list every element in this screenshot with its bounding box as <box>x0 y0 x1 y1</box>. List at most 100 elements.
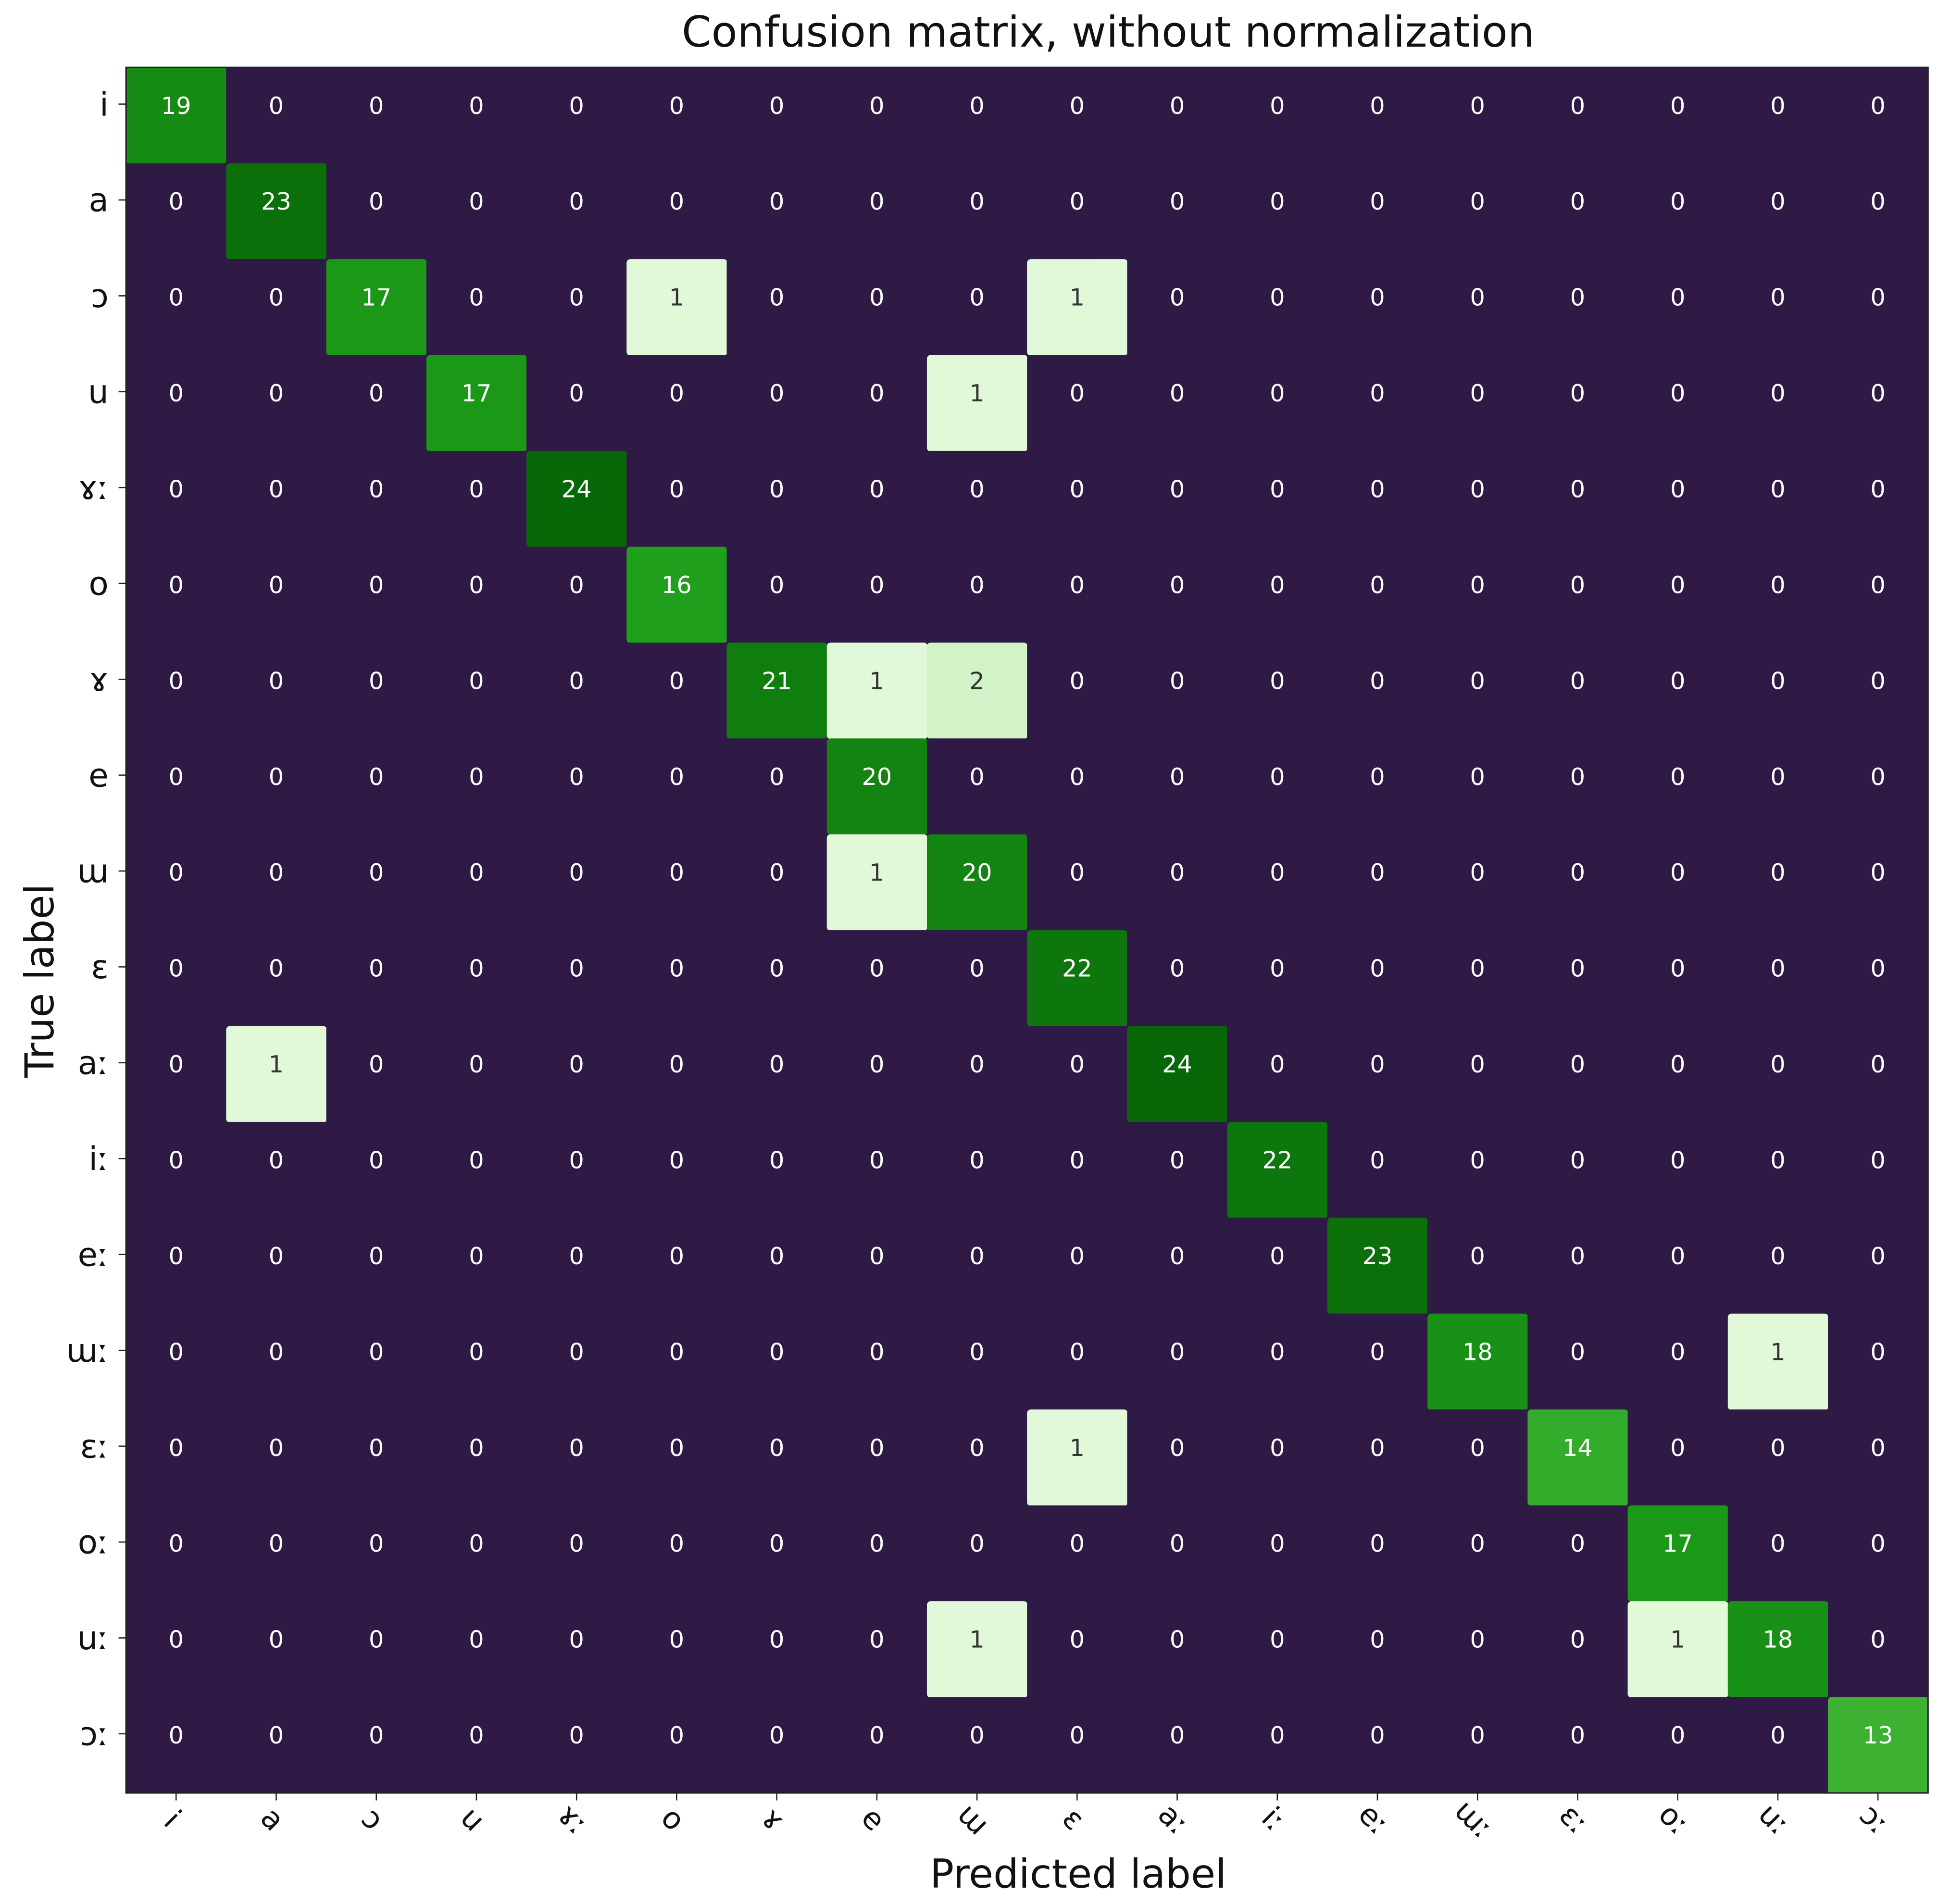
cell-label: 0 <box>1070 92 1085 120</box>
cell-label: 0 <box>1270 571 1285 599</box>
cell-label: 0 <box>1870 667 1885 695</box>
heatmap-cell <box>426 259 527 356</box>
cell-label: 0 <box>1870 859 1885 886</box>
cell-label: 0 <box>1770 187 1785 215</box>
cell-label: 0 <box>169 1242 184 1270</box>
heatmap-cell <box>926 738 1028 835</box>
cell-label: 0 <box>169 859 184 886</box>
cell-label: 0 <box>1670 955 1685 983</box>
heatmap-cell <box>826 355 928 452</box>
heatmap-cell <box>1427 1121 1528 1219</box>
heatmap-cell <box>326 930 427 1027</box>
cell-label: 0 <box>1670 92 1685 120</box>
heatmap-cell <box>1127 163 1228 260</box>
heatmap-cell <box>1027 163 1128 260</box>
cell-label: 0 <box>369 92 384 120</box>
cell-label: 0 <box>669 667 684 695</box>
heatmap-cell <box>726 547 828 644</box>
cell-label: 0 <box>969 1146 984 1174</box>
cell-label: 0 <box>1370 955 1385 983</box>
heatmap-cell <box>1027 1121 1128 1219</box>
heatmap-cell <box>1727 1697 1829 1794</box>
heatmap-cell <box>526 450 627 548</box>
heatmap-cell <box>1027 355 1128 452</box>
cell-label: 0 <box>1170 571 1185 599</box>
cell-label: 0 <box>169 1434 184 1462</box>
cell-label: 0 <box>1770 1146 1785 1174</box>
heatmap-cell <box>1828 163 1929 260</box>
heatmap-cell <box>1327 355 1428 452</box>
heatmap-cell <box>426 642 527 739</box>
heatmap-cell <box>1027 1409 1128 1506</box>
heatmap-cell <box>126 67 227 164</box>
cell-label: 0 <box>1270 1338 1285 1366</box>
heatmap-cell <box>1527 1026 1628 1123</box>
heatmap-cell <box>626 1409 727 1506</box>
cell-label: 0 <box>1570 379 1585 407</box>
heatmap-cell <box>1527 1218 1628 1315</box>
heatmap-cell <box>926 1601 1028 1698</box>
heatmap-cell <box>226 163 327 260</box>
cell-label: 0 <box>1170 1338 1185 1366</box>
cell-label: 0 <box>569 667 584 695</box>
cell-label: 0 <box>169 1721 184 1749</box>
heatmap-cell <box>326 67 427 164</box>
heatmap-cell <box>1327 259 1428 356</box>
cell-label: 0 <box>869 187 884 215</box>
heatmap-cell <box>326 1313 427 1410</box>
cell-label: 0 <box>1470 571 1485 599</box>
cell-label: 0 <box>1070 1721 1085 1749</box>
x-tick-label: a <box>254 1800 292 1838</box>
cell-label: 0 <box>1370 571 1385 599</box>
heatmap-cell <box>1828 259 1929 356</box>
heatmap-cell <box>1627 163 1729 260</box>
cell-label: 0 <box>1770 92 1785 120</box>
heatmap-cell <box>326 1697 427 1794</box>
heatmap-cell <box>1828 1409 1929 1506</box>
heatmap-cell <box>126 738 227 835</box>
cell-label: 0 <box>769 1626 784 1654</box>
cell-label: 17 <box>1663 1530 1693 1557</box>
cell-label: 0 <box>369 1721 384 1749</box>
heatmap-cell <box>1527 1697 1628 1794</box>
cell-label: 0 <box>669 1050 684 1078</box>
heatmap-cell <box>526 1505 627 1602</box>
heatmap-cell <box>926 642 1028 739</box>
plot-frame <box>125 66 1929 1794</box>
cell-label: 0 <box>969 475 984 503</box>
heatmap-cell <box>1828 450 1929 548</box>
cell-label: 0 <box>669 379 684 407</box>
cell-label: 0 <box>569 187 584 215</box>
x-tick-label: ɔ <box>355 1801 391 1837</box>
heatmap-cell <box>926 1218 1028 1315</box>
cell-label: 0 <box>869 1721 884 1749</box>
heatmap-cell <box>1327 642 1428 739</box>
cell-label: 0 <box>569 1338 584 1366</box>
cell-label: 1 <box>1070 1434 1085 1462</box>
cell-label: 0 <box>769 859 784 886</box>
heatmap-cell <box>1327 930 1428 1027</box>
x-tick-label: u <box>454 1800 492 1838</box>
cell-label: 0 <box>169 379 184 407</box>
cell-label: 0 <box>1570 92 1585 120</box>
cell-label: 0 <box>569 1721 584 1749</box>
heatmap-cell <box>226 259 327 356</box>
heatmap-cell <box>1527 930 1628 1027</box>
cell-label: 0 <box>1470 1434 1485 1462</box>
cell-label: 0 <box>469 1434 484 1462</box>
heatmap-cell <box>1327 163 1428 260</box>
heatmap-cell <box>626 67 727 164</box>
cell-label: 0 <box>1870 187 1885 215</box>
heatmap-cell <box>526 738 627 835</box>
cell-label: 0 <box>969 1721 984 1749</box>
heatmap-cell <box>1627 355 1729 452</box>
heatmap-cell <box>1127 930 1228 1027</box>
chart-title: Confusion matrix, without normalization <box>682 7 1535 57</box>
cell-label: 0 <box>1070 379 1085 407</box>
heatmap-cell <box>326 1601 427 1698</box>
heatmap-cell <box>526 355 627 452</box>
x-tick-label: ɯ <box>951 1796 997 1842</box>
cell-label: 0 <box>1870 1050 1885 1078</box>
cell-label: 0 <box>1070 763 1085 791</box>
heatmap-cell <box>1727 1601 1829 1698</box>
